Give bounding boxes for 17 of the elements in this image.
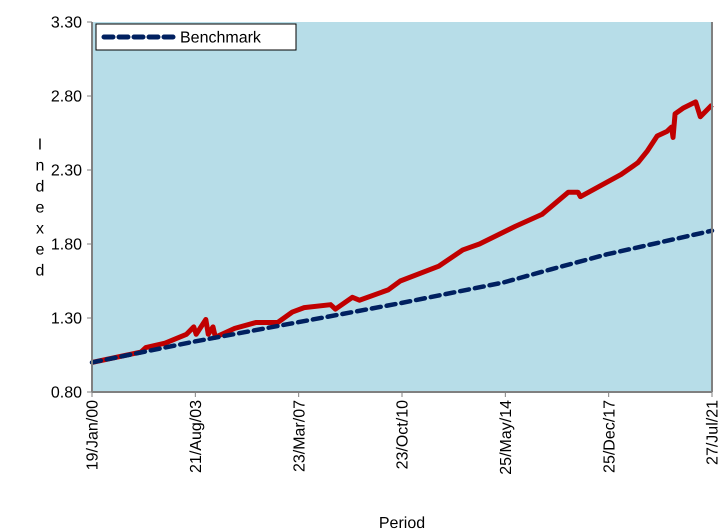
x-tick-label: 27/Jul/21 — [704, 400, 721, 465]
x-tick-label: 23/Oct/10 — [394, 400, 412, 470]
y-tick-label: 0.80 — [50, 384, 82, 402]
line-series — [90, 228, 714, 365]
x-tick-label: 23/Mar/07 — [291, 400, 308, 472]
x-tick-label: 25/May/14 — [498, 400, 515, 475]
x-axis-title: Period — [378, 515, 426, 532]
y-tick-label: 1.80 — [50, 236, 82, 254]
y-tick-label: 1.30 — [50, 310, 82, 328]
x-tick-label: 25/Dec/17 — [601, 400, 618, 473]
y-axis-title: Indexed — [36, 136, 45, 280]
y-tick-label: 3.30 — [50, 14, 82, 32]
y-tick-label: 2.30 — [50, 162, 82, 180]
y-tick-label: 2.80 — [50, 88, 82, 106]
legend-label: Benchmark — [180, 30, 262, 47]
x-tick-label: 19/Jan/00 — [84, 400, 102, 470]
x-tick-label: 21/Aug/03 — [188, 400, 205, 473]
